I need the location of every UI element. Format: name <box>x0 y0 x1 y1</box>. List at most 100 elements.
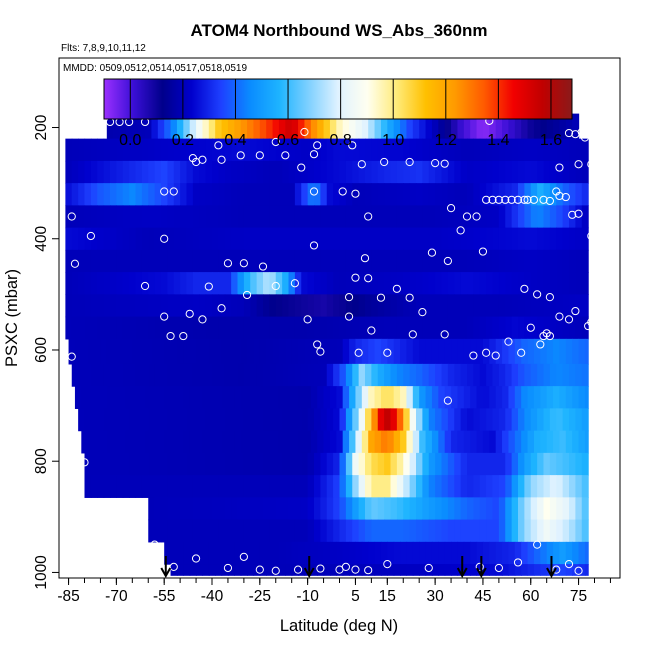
heatmap-cell <box>342 386 350 409</box>
heatmap-cell <box>317 541 325 565</box>
heatmap-cell <box>422 294 430 318</box>
heatmap-cell <box>110 138 117 162</box>
heatmap-cell <box>578 338 586 365</box>
heatmap-cell <box>285 541 293 565</box>
heatmap-cell <box>352 363 360 387</box>
sample-point <box>545 293 554 302</box>
heatmap-cell <box>161 519 168 543</box>
sample-point <box>351 273 360 282</box>
heatmap-cell <box>549 205 557 229</box>
heatmap-cell <box>377 205 385 229</box>
heatmap-cell <box>441 408 449 432</box>
heatmap-cell <box>100 430 108 454</box>
heatmap-cell <box>425 338 433 365</box>
heatmap-cell <box>154 249 162 273</box>
heatmap-cell <box>78 294 86 318</box>
heatmap-cell <box>428 183 436 206</box>
heatmap-cell <box>227 338 235 365</box>
heatmap-cell <box>110 160 117 184</box>
colorbar-tick-label: 0.6 <box>277 132 299 149</box>
heatmap-cell <box>167 497 175 521</box>
heatmap-cell <box>180 249 188 273</box>
heatmap-cell <box>511 294 519 318</box>
heatmap-cell <box>90 475 98 498</box>
heatmap-cell <box>403 497 411 521</box>
heatmap-cell <box>301 316 309 340</box>
heatmap-cell <box>97 475 105 498</box>
heatmap-cell <box>161 205 168 229</box>
heatmap-cell <box>132 386 140 409</box>
sample-point <box>555 163 564 172</box>
heatmap-cell <box>275 138 283 162</box>
heatmap-cell <box>288 138 296 162</box>
heatmap-cell <box>524 138 532 162</box>
colorbar-tick-label: 0.2 <box>172 132 194 149</box>
heatmap-cell <box>231 475 239 498</box>
heatmap-cell <box>183 430 191 454</box>
heatmap-cell <box>227 386 235 409</box>
heatmap-cell <box>103 272 111 295</box>
heatmap-cell <box>275 452 283 476</box>
heatmap-cell <box>256 363 264 387</box>
heatmap-cell <box>234 386 242 409</box>
heatmap-cell <box>505 227 513 251</box>
heatmap-cell <box>135 249 143 273</box>
heatmap-cell <box>323 430 331 454</box>
heatmap-cell <box>103 452 111 476</box>
heatmap-cell <box>495 430 503 454</box>
heatmap-cell <box>71 227 79 251</box>
heatmap-cell <box>473 272 481 295</box>
heatmap-cell <box>186 408 194 432</box>
heatmap-cell <box>575 183 583 206</box>
heatmap-cell <box>307 272 315 295</box>
heatmap-cell <box>275 294 283 318</box>
sample-point <box>529 195 539 204</box>
heatmap-cell <box>581 363 589 387</box>
heatmap-cell <box>259 430 267 454</box>
heatmap-cell <box>256 408 264 432</box>
heatmap-cell <box>125 386 133 409</box>
heatmap-cell <box>492 475 500 498</box>
heatmap-cell <box>419 386 427 409</box>
heatmap-cell <box>269 497 277 521</box>
sample-point <box>309 241 319 250</box>
sample-point <box>380 157 389 167</box>
heatmap-cell <box>435 183 443 206</box>
sample-point <box>179 331 188 341</box>
heatmap-cell <box>498 160 506 184</box>
heatmap-cell <box>243 363 251 387</box>
heatmap-cell <box>377 294 385 318</box>
heatmap-cell <box>326 205 334 229</box>
heatmap-cell <box>505 294 513 318</box>
heatmap-cell <box>355 338 363 365</box>
heatmap-cell <box>84 475 92 498</box>
heatmap-cell <box>282 249 290 273</box>
heatmap-cell <box>336 338 344 365</box>
heatmap-cell <box>196 430 204 454</box>
heatmap-cell <box>435 497 443 521</box>
heatmap-cell <box>473 497 481 521</box>
heatmap-cell <box>224 294 232 318</box>
heatmap-cell <box>406 430 414 454</box>
sample-point <box>160 312 169 321</box>
heatmap-cell <box>502 430 510 454</box>
heatmap-cell <box>151 338 159 365</box>
heatmap-cell <box>180 138 188 162</box>
heatmap-cell <box>173 205 181 229</box>
heatmap-cell <box>441 227 449 251</box>
heatmap-cell <box>396 272 404 295</box>
heatmap-cell <box>422 160 430 184</box>
heatmap-cell <box>518 363 525 387</box>
heatmap-cell <box>390 475 398 498</box>
heatmap-cell <box>508 564 516 576</box>
heatmap-cell <box>288 452 296 476</box>
heatmap-cell <box>428 205 436 229</box>
heatmap-cell <box>559 430 567 454</box>
heatmap-cell <box>403 227 411 251</box>
heatmap-cell <box>454 519 462 543</box>
heatmap-cell <box>422 408 430 432</box>
heatmap-cell <box>141 475 149 498</box>
heatmap-cell <box>243 408 251 432</box>
heatmap-cell <box>584 338 589 365</box>
heatmap-cell <box>154 272 162 295</box>
